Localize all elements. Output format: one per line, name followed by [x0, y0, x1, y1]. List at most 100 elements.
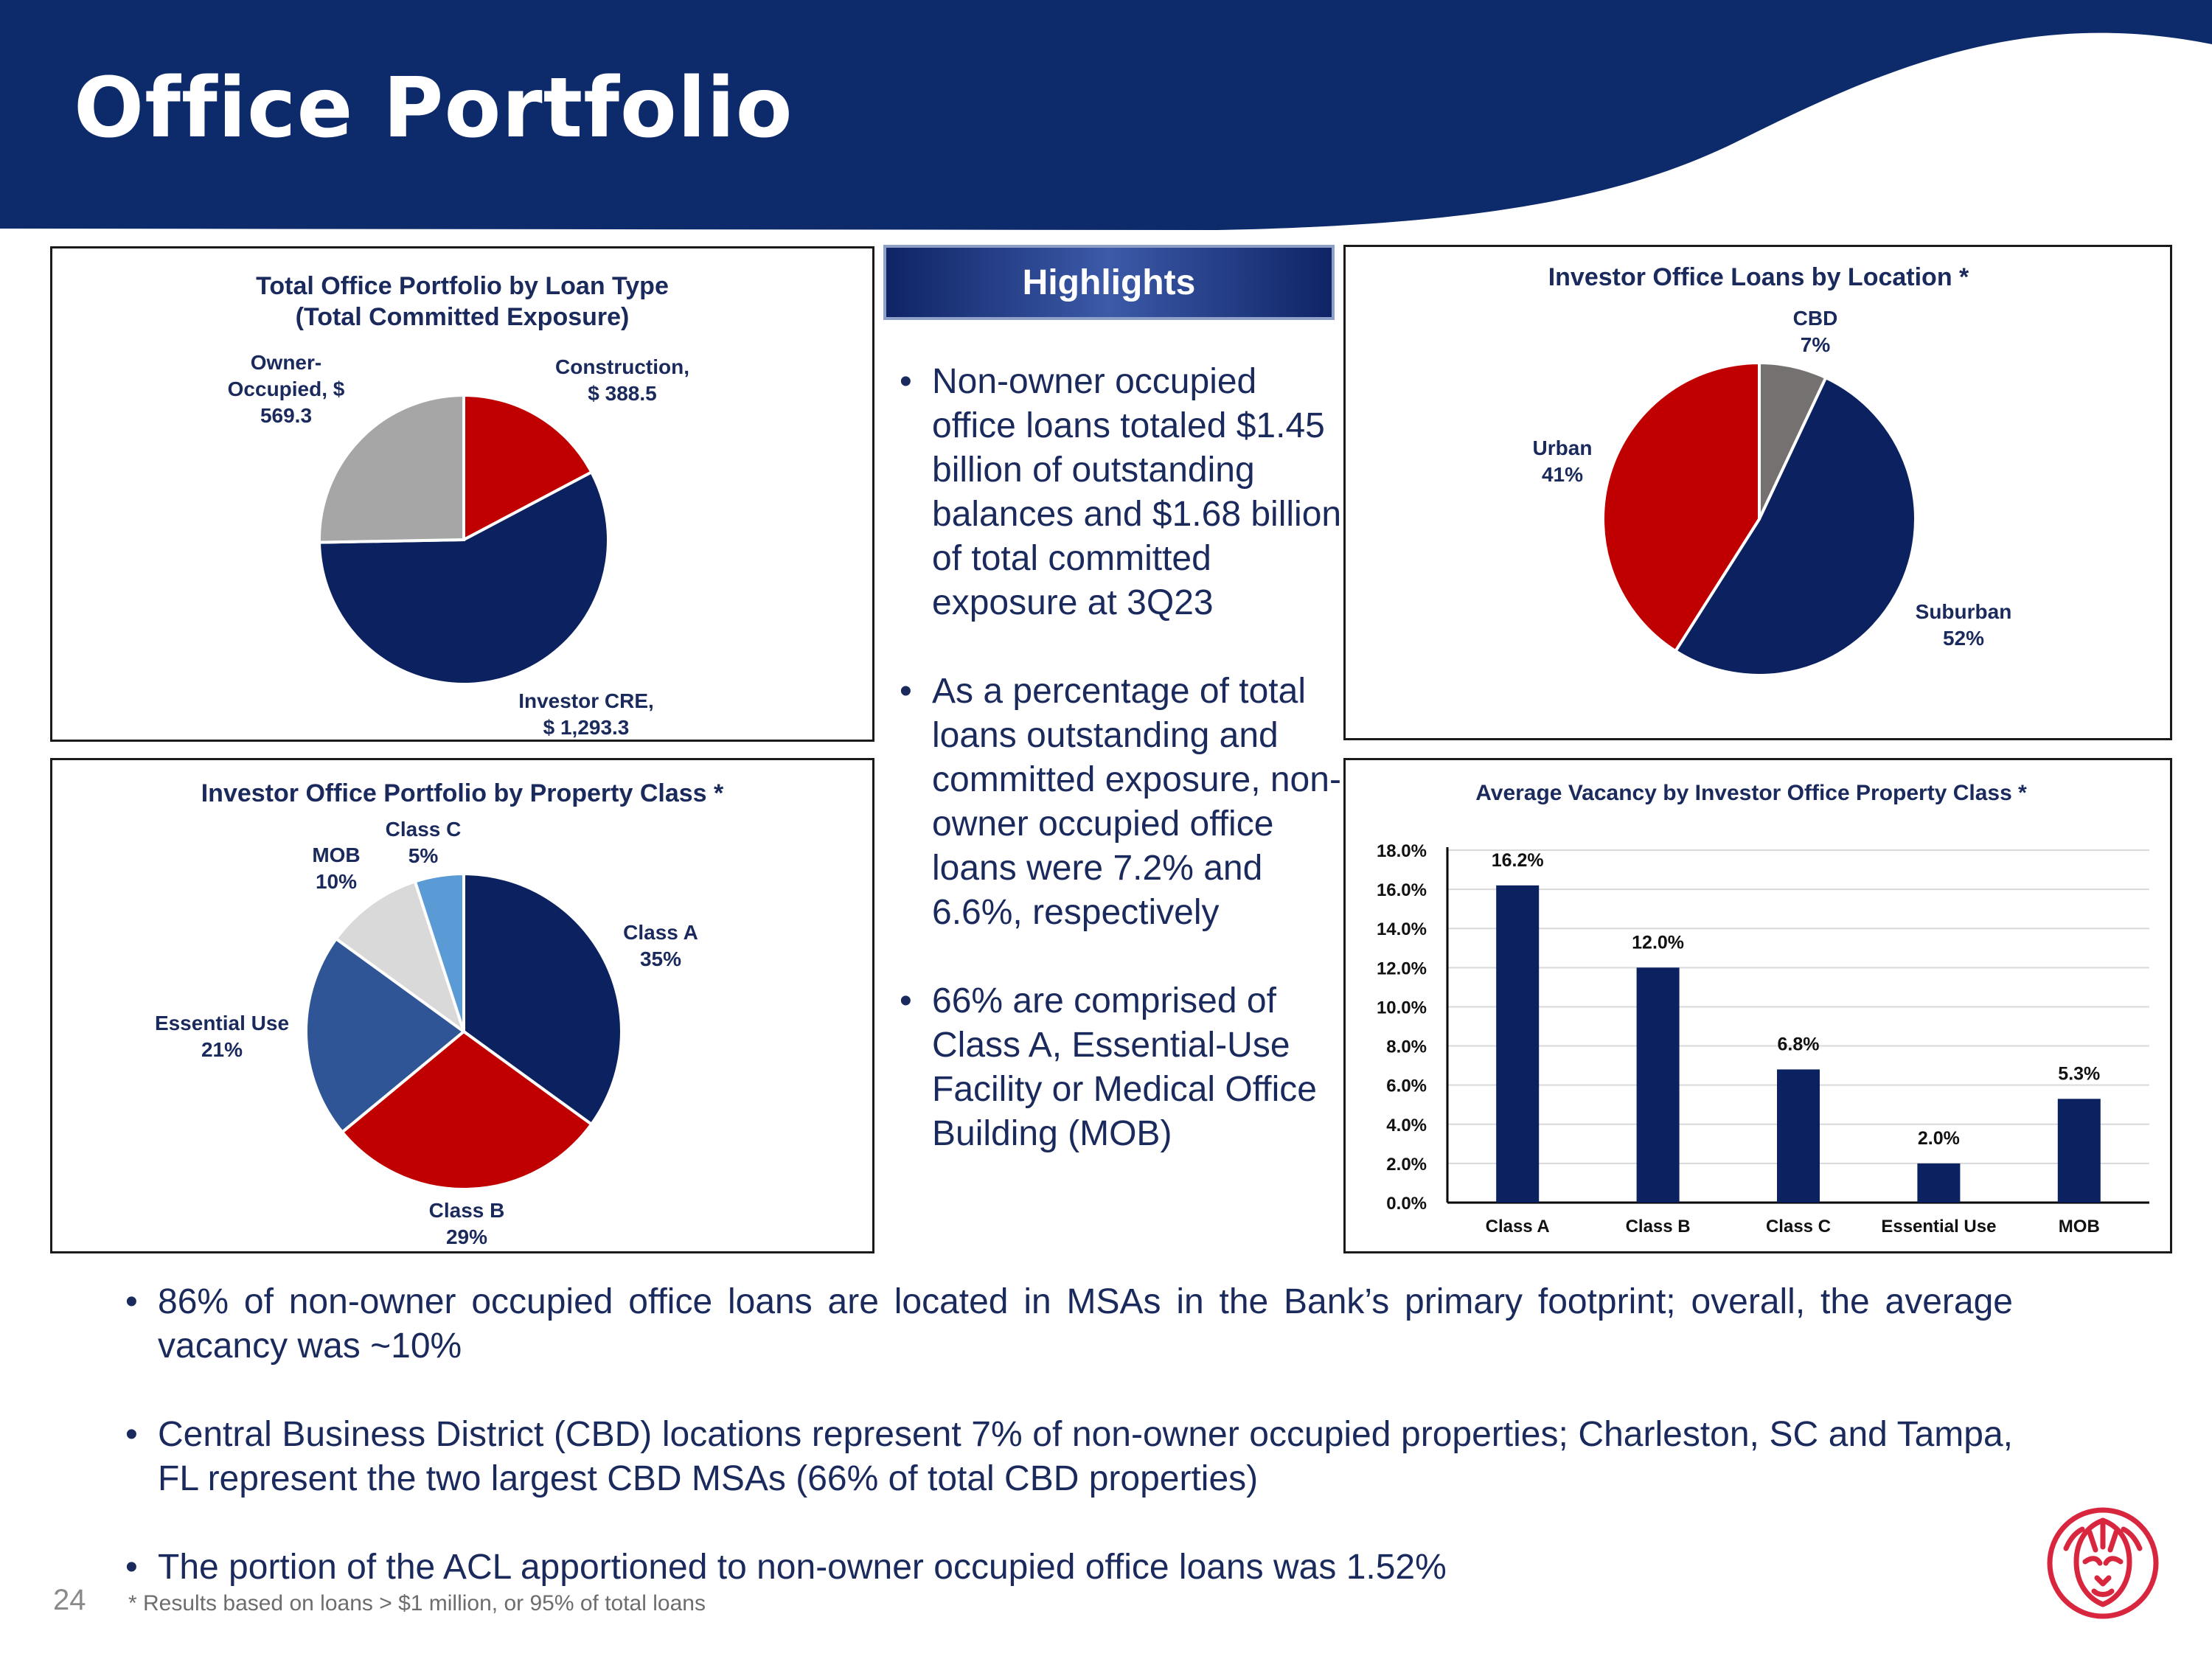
pie-label-class-a-line: 35% — [640, 947, 681, 970]
pie-label-class-b: Class B 29% — [429, 1199, 505, 1248]
pie-label-owner-occupied-line: Occupied, $ — [228, 378, 345, 400]
chart-title: Investor Office Loans by Location * — [1548, 263, 1969, 291]
pie-slice-class-c — [413, 872, 465, 1032]
y-tick-label: 8.0% — [1386, 1037, 1427, 1057]
y-tick-label: 12.0% — [1377, 959, 1427, 978]
pie-label-class-c-line: Class C — [386, 818, 462, 841]
pie-label-class-c: Class C 5% — [386, 818, 462, 867]
chart-title: Investor Office Portfolio by Property Cl… — [201, 779, 724, 807]
pie-label-urban: Urban 41% — [1533, 437, 1593, 486]
y-tick-label: 4.0% — [1386, 1116, 1427, 1135]
chart-title: Total Office Portfolio by Loan Type (Tota… — [256, 272, 669, 331]
highlight-bullet: Non-owner occupied office loans totaled … — [900, 360, 1342, 625]
x-tick-label: Class C — [1766, 1217, 1831, 1237]
highlights-banner: Highlights — [883, 245, 1335, 320]
pie-label-class-b-line: 29% — [446, 1225, 487, 1248]
pie-slice-class-a — [462, 872, 623, 1127]
bottom-bullet: The portion of the ACL apportioned to no… — [125, 1545, 2013, 1590]
pie-label-investor-cre: Investor CRE, $ 1,293.3 — [518, 689, 654, 739]
pie-slice-construction — [462, 393, 594, 543]
x-tick-label: MOB — [2059, 1217, 2100, 1237]
header-background — [0, 0, 2212, 230]
pie-label-construction-line: Construction, — [555, 355, 689, 378]
y-tick-label: 0.0% — [1386, 1194, 1427, 1214]
x-tick-label: Class A — [1486, 1217, 1550, 1237]
pie-label-construction: Construction, $ 388.5 — [555, 355, 689, 405]
pie-slice-suburban — [1673, 375, 1917, 677]
pie-label-investor-cre-line: Investor CRE, — [518, 689, 654, 712]
property-class-pie-chart: Investor Office Portfolio by Property Cl… — [155, 779, 724, 1248]
pie-label-class-a-line: Class A — [623, 921, 698, 944]
lion-logo-icon — [2047, 1507, 2159, 1619]
pie-label-suburban-line: 52% — [1943, 627, 1984, 650]
chart-title-line: Investor Office Loans by Location * — [1548, 263, 1969, 291]
property-class-chart-panel: Investor Office Portfolio by Property Cl… — [50, 758, 874, 1253]
chart-title: Average Vacancy by Investor Office Prope… — [1475, 781, 2027, 805]
pie-label-mob-line: MOB — [312, 844, 360, 866]
bar-class-a — [1496, 885, 1540, 1203]
pie-slice-investor-cre — [317, 470, 610, 686]
bar-value-label: 16.2% — [1492, 850, 1544, 871]
bar-value-label: 6.8% — [1778, 1034, 1820, 1054]
y-tick-label: 16.0% — [1377, 880, 1427, 900]
pie-label-suburban: Suburban 52% — [1916, 600, 2012, 650]
location-chart-panel: Investor Office Loans by Location * CBD 7%… — [1343, 245, 2172, 740]
pie-label-essential-use: Essential Use 21% — [155, 1012, 289, 1061]
pie-label-mob: MOB 10% — [312, 844, 360, 893]
bottom-bullet: Central Business District (CBD) location… — [125, 1413, 2013, 1501]
y-tick-label: 6.0% — [1386, 1077, 1427, 1096]
bar-class-b — [1636, 967, 1680, 1203]
pie-label-owner-occupied-line: 569.3 — [260, 404, 312, 427]
bottom-bullet-list: 86% of non-owner occupied office loans a… — [125, 1280, 2013, 1590]
bar-class-c — [1777, 1069, 1820, 1203]
pie-label-urban-line: Urban — [1533, 437, 1593, 459]
chart-title-line: Total Office Portfolio by Loan Type — [256, 272, 669, 300]
pie-label-class-a: Class A 35% — [623, 921, 698, 970]
y-tick-label: 10.0% — [1377, 998, 1427, 1018]
footnote: * Results based on loans > $1 million, o… — [128, 1591, 706, 1615]
pie-slice-urban — [1601, 361, 1761, 653]
pie-label-mob-line: 10% — [316, 870, 357, 893]
pie-label-essential-use-line: Essential Use — [155, 1012, 289, 1034]
highlight-bullet: 66% are comprised of Class A, Essential-… — [900, 979, 1342, 1156]
pie-label-class-c-line: 5% — [408, 844, 439, 867]
page-number: 24 — [53, 1584, 86, 1616]
location-pie-chart: Investor Office Loans by Location * CBD 7%… — [1533, 263, 2012, 677]
x-tick-label: Essential Use — [1881, 1217, 1996, 1237]
pie-slice-owner-occupied — [318, 393, 465, 544]
pie-label-investor-cre-line: $ 1,293.3 — [543, 716, 630, 739]
vacancy-chart-panel: Average Vacancy by Investor Office Prope… — [1343, 758, 2172, 1253]
pie-label-cbd-line: CBD — [1793, 307, 1838, 330]
header-banner — [0, 0, 2212, 230]
y-tick-label: 18.0% — [1377, 841, 1427, 861]
bar-value-label: 5.3% — [2058, 1063, 2100, 1084]
pie-label-construction-line: $ 388.5 — [588, 382, 656, 405]
highlight-bullet: As a percentage of total loans outstandi… — [900, 669, 1342, 935]
bar-value-label: 12.0% — [1632, 932, 1684, 953]
page-title: Office Portfolio — [74, 60, 793, 156]
pie-label-cbd: CBD 7% — [1793, 307, 1838, 356]
pie-label-urban-line: 41% — [1542, 463, 1583, 486]
pie-label-class-b-line: Class B — [429, 1199, 505, 1222]
pie-label-suburban-line: Suburban — [1916, 600, 2012, 623]
pie-label-owner-occupied: Owner- Occupied, $ 569.3 — [228, 351, 345, 427]
bottom-bullet: 86% of non-owner occupied office loans a… — [125, 1280, 2013, 1368]
vacancy-bar-chart: Average Vacancy by Investor Office Prope… — [1377, 781, 2149, 1237]
bar-mob — [2057, 1099, 2101, 1203]
x-tick-label: Class B — [1626, 1217, 1691, 1237]
y-tick-label: 14.0% — [1377, 919, 1427, 939]
y-tick-label: 2.0% — [1386, 1155, 1427, 1175]
loan-type-chart-panel: Total Office Portfolio by Loan Type (Tota… — [50, 246, 874, 742]
pie-label-essential-use-line: 21% — [201, 1038, 243, 1061]
bar-essential-use — [1917, 1163, 1961, 1203]
chart-title-line: (Total Committed Exposure) — [296, 303, 630, 331]
pie-slice-mob — [334, 879, 467, 1036]
pie-slice-essential-use — [305, 936, 467, 1135]
pie-slice-class-b — [340, 1029, 594, 1191]
pie-label-owner-occupied-line: Owner- — [251, 351, 321, 374]
loan-type-pie-chart: Total Office Portfolio by Loan Type (Tota… — [228, 272, 689, 739]
bar-value-label: 2.0% — [1918, 1128, 1960, 1149]
pie-label-cbd-line: 7% — [1801, 333, 1831, 356]
highlights-list: Non-owner occupied office loans totaled … — [900, 360, 1342, 1200]
chart-title-line: Investor Office Portfolio by Property Cl… — [201, 779, 724, 807]
